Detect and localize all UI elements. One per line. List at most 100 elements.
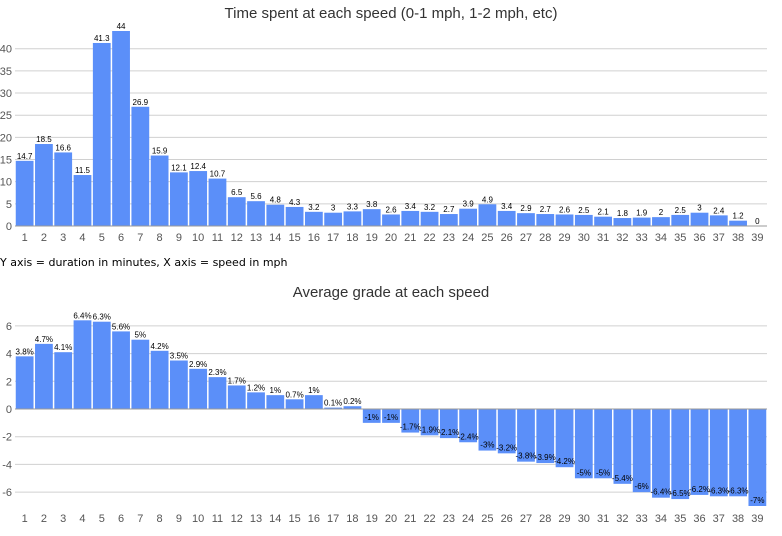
- bar-20: [382, 409, 400, 423]
- x-tick-label: 13: [250, 232, 262, 244]
- x-tick-label: 11: [212, 232, 223, 244]
- y-tick-label: 6: [6, 321, 12, 333]
- data-label: 0.7%: [285, 390, 303, 399]
- x-tick-label: 17: [327, 232, 339, 244]
- bar-13: [247, 392, 265, 409]
- x-tick-label: 16: [308, 232, 320, 244]
- bar-21: [401, 210, 420, 226]
- x-tick-label: 4: [79, 513, 85, 525]
- bar-34: [652, 409, 670, 498]
- x-tick-label: 37: [713, 513, 725, 525]
- x-tick-label: 2: [41, 232, 47, 244]
- data-label: 3: [331, 204, 336, 213]
- data-label: -6.3%: [728, 486, 749, 495]
- bar-36: [690, 212, 709, 226]
- x-tick-label: 39: [751, 232, 763, 244]
- x-tick-label: 32: [616, 232, 628, 244]
- x-tick-label: 5: [99, 513, 105, 525]
- x-tick-label: 15: [288, 513, 300, 525]
- data-label: 3.8: [366, 200, 378, 209]
- x-tick-label: 11: [212, 513, 223, 525]
- data-label: -1%: [384, 413, 398, 422]
- bar-12: [227, 385, 246, 409]
- data-label: -6.5%: [670, 489, 691, 498]
- x-tick-label: 31: [597, 513, 609, 525]
- data-label: 4.7%: [35, 335, 53, 344]
- x-tick-label: 26: [501, 232, 513, 244]
- data-label: -1.7%: [400, 423, 421, 432]
- y-tick-label: 20: [0, 132, 12, 144]
- data-label: 3.9: [463, 200, 475, 209]
- data-label: 2.9: [520, 204, 532, 213]
- x-tick-label: 6: [118, 232, 124, 244]
- y-tick-label: 0: [6, 404, 12, 416]
- data-label: 3.2: [308, 203, 320, 212]
- data-label: 3.5%: [170, 352, 188, 361]
- y-tick-label: 40: [0, 44, 12, 56]
- data-label: -2.4%: [458, 432, 479, 441]
- data-label: 15.9: [152, 147, 168, 156]
- bar-17: [324, 212, 343, 226]
- bar-13: [247, 201, 265, 226]
- y-tick-label: 15: [0, 155, 12, 167]
- y-tick-label: 10: [0, 177, 12, 189]
- data-label: 4.8: [270, 196, 282, 205]
- data-label: 5.6%: [112, 322, 130, 331]
- bar-9: [170, 172, 188, 226]
- data-label: 12.1: [171, 163, 187, 172]
- x-tick-label: 23: [443, 232, 455, 244]
- bar-6: [112, 331, 130, 409]
- data-label: 10.7: [210, 170, 226, 179]
- bar-27: [517, 409, 535, 462]
- bar-22: [420, 211, 439, 226]
- data-label: 1.2%: [247, 383, 265, 392]
- bar-24: [459, 409, 478, 443]
- x-tick-label: 18: [346, 513, 358, 525]
- chart-title: Time spent at each speed (0-1 mph, 1-2 m…: [225, 5, 558, 22]
- bar-32: [613, 218, 632, 226]
- data-label: 3.2: [424, 203, 436, 212]
- y-tick-label: 30: [0, 88, 12, 100]
- bar-2: [35, 144, 53, 226]
- bar-23: [439, 214, 458, 226]
- x-tick-label: 16: [308, 513, 320, 525]
- x-tick-label: 8: [157, 232, 163, 244]
- x-tick-label: 10: [192, 513, 204, 525]
- y-tick-label: 4: [6, 349, 12, 361]
- x-tick-label: 35: [674, 232, 686, 244]
- x-tick-label: 12: [231, 232, 243, 244]
- x-tick-label: 19: [366, 232, 378, 244]
- data-label: 5%: [135, 331, 147, 340]
- x-tick-label: 36: [693, 513, 705, 525]
- x-tick-label: 3: [60, 232, 66, 244]
- bar-33: [632, 409, 651, 493]
- x-tick-label: 26: [501, 513, 513, 525]
- data-label: 1.9: [636, 209, 648, 218]
- x-tick-label: 1: [22, 232, 28, 244]
- x-tick-label: 5: [99, 232, 105, 244]
- x-tick-label: 9: [176, 513, 182, 525]
- x-tick-label: 6: [118, 513, 124, 525]
- x-tick-label: 38: [732, 232, 744, 244]
- x-tick-label: 14: [269, 513, 281, 525]
- bar-10: [189, 368, 208, 409]
- x-tick-label: 34: [655, 232, 667, 244]
- data-label: 2.9%: [189, 360, 207, 369]
- bar-5: [92, 42, 111, 226]
- data-label: 5.6: [250, 192, 262, 201]
- data-label: 41.3: [94, 34, 110, 43]
- bar-4: [73, 320, 92, 409]
- y-tick-label: 2: [6, 376, 12, 388]
- x-tick-label: 37: [713, 232, 725, 244]
- bar-38: [729, 409, 747, 497]
- data-label: 0.2%: [343, 397, 361, 406]
- bar-35: [671, 214, 690, 226]
- bar-1: [15, 356, 34, 409]
- bar-16: [304, 211, 323, 226]
- data-label: -3%: [480, 441, 494, 450]
- x-tick-label: 27: [520, 513, 532, 525]
- data-label: -5%: [596, 468, 610, 477]
- bar-38: [729, 220, 747, 226]
- x-tick-label: 36: [693, 232, 705, 244]
- y-tick-label: -4: [2, 459, 12, 471]
